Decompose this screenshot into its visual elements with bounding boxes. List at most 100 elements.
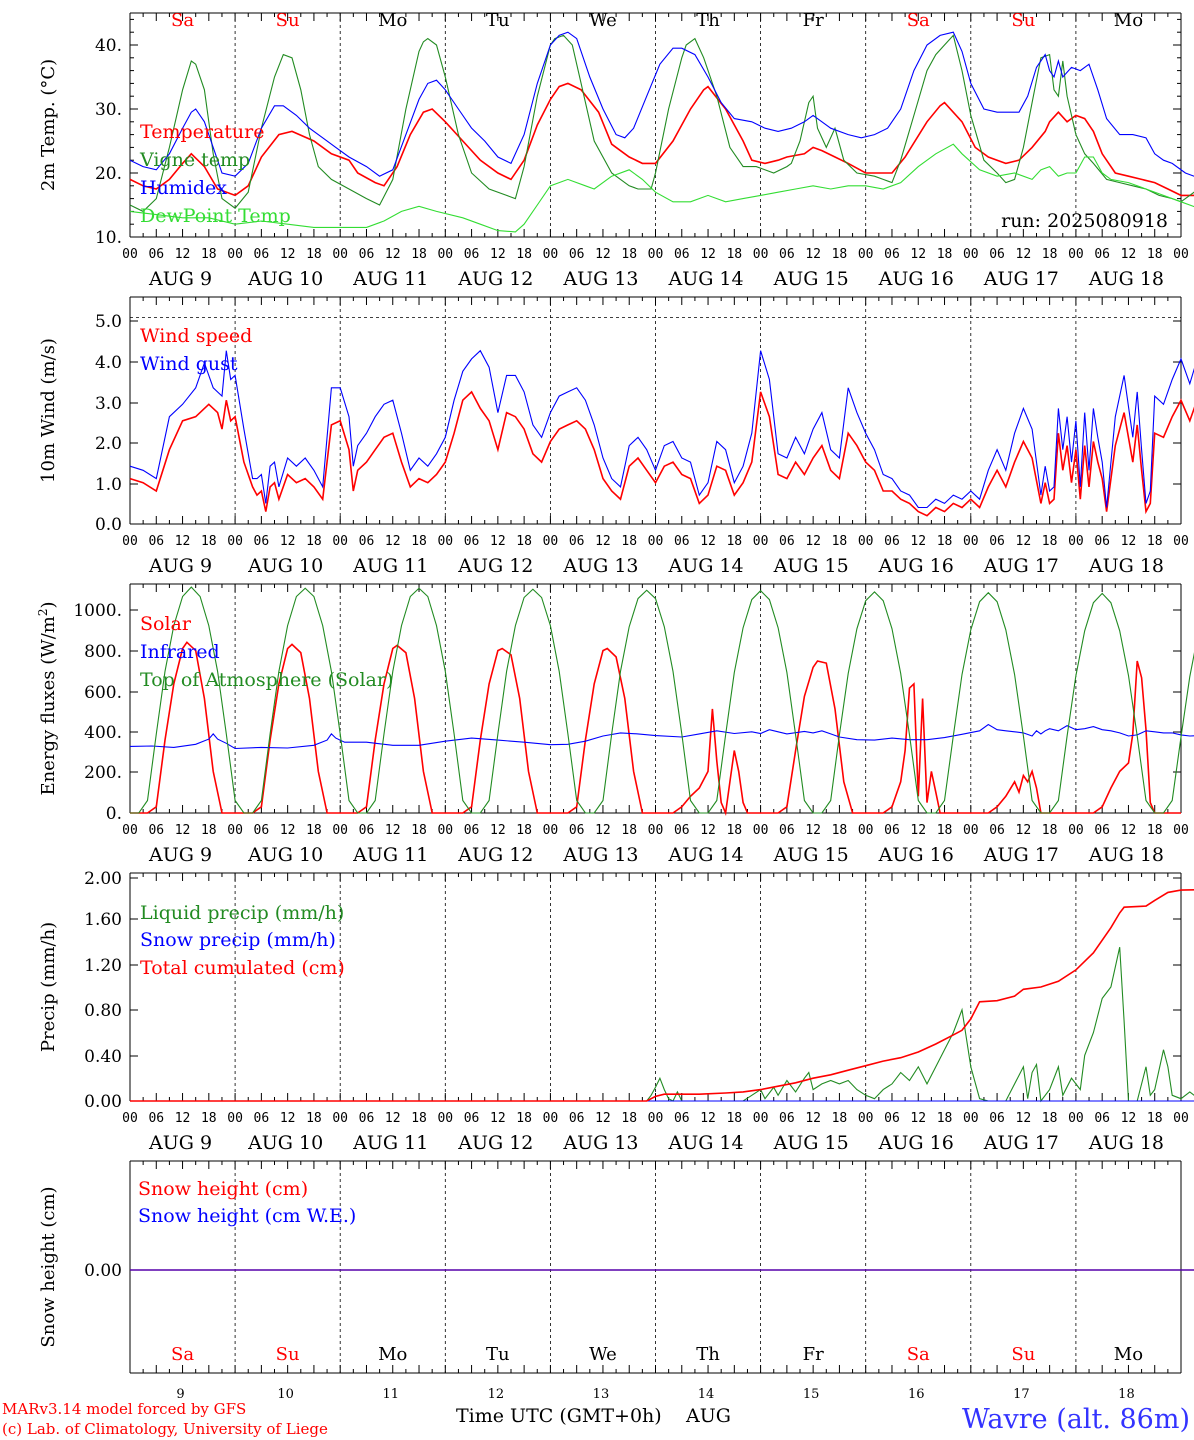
hour-tick-label: 12 xyxy=(490,534,506,549)
hour-tick-label: 18 xyxy=(201,247,217,262)
legend-entry: Snow height (cm) xyxy=(138,1178,308,1200)
hour-tick-label: 06 xyxy=(359,534,375,549)
hour-tick-label: 18 xyxy=(1042,1111,1058,1126)
hour-tick-label: 18 xyxy=(411,1111,427,1126)
series-vigne-temp xyxy=(129,34,1194,213)
weekday-label: Mo xyxy=(1114,10,1143,31)
hour-tick-label: 00 xyxy=(858,247,874,262)
day-label: AUG 10 xyxy=(247,555,323,577)
hour-tick-label: 00 xyxy=(122,1111,138,1126)
hour-tick-label: 18 xyxy=(1147,534,1163,549)
weekday-label: Su xyxy=(276,1344,300,1365)
weekday-label: Mo xyxy=(378,10,407,31)
hour-tick-label: 18 xyxy=(726,534,742,549)
hour-tick-label: 18 xyxy=(621,1111,637,1126)
y-tick-label: 0.0 xyxy=(95,515,122,535)
y-tick-label: 30. xyxy=(95,100,122,120)
hour-tick-label: 18 xyxy=(937,534,953,549)
hour-tick-label: 06 xyxy=(1094,1111,1110,1126)
series-wind-gust xyxy=(129,349,1194,509)
hour-tick-label: 06 xyxy=(569,247,585,262)
hour-tick-label: 18 xyxy=(516,823,532,838)
day-number-label: 17 xyxy=(1013,1387,1030,1402)
day-number-label: 15 xyxy=(803,1387,820,1402)
hour-tick-label: 06 xyxy=(254,534,270,549)
hour-tick-label: 12 xyxy=(280,1111,296,1126)
day-label: AUG 10 xyxy=(247,844,323,866)
hour-tick-label: 12 xyxy=(175,247,191,262)
hour-tick-label: 12 xyxy=(280,823,296,838)
y-tick-label: 0.80 xyxy=(84,1001,122,1021)
hour-tick-label: 12 xyxy=(490,247,506,262)
day-label: AUG 9 xyxy=(148,268,212,290)
day-label: AUG 9 xyxy=(148,844,212,866)
y-axis-label: 10m Wind (m/s) xyxy=(38,338,59,483)
legend-entry: Vigne temp xyxy=(139,149,250,171)
hour-tick-label: 18 xyxy=(306,247,322,262)
weekday-label: Th xyxy=(696,1344,720,1365)
y-tick-label: 1.20 xyxy=(84,956,122,976)
hour-tick-label: 06 xyxy=(464,247,480,262)
day-label: AUG 13 xyxy=(562,1132,638,1154)
hour-tick-label: 00 xyxy=(963,823,979,838)
day-label: AUG 11 xyxy=(352,844,428,866)
y-tick-label: 0.00 xyxy=(84,1261,122,1281)
hour-tick-label: 00 xyxy=(858,1111,874,1126)
weekday-label: Sa xyxy=(907,1344,930,1365)
day-label: AUG 13 xyxy=(562,844,638,866)
day-number-label: 12 xyxy=(488,1387,505,1402)
hour-tick-label: 12 xyxy=(385,823,401,838)
day-label: AUG 14 xyxy=(667,1132,743,1154)
series-liquid-precip-mm-h- xyxy=(130,946,1194,1103)
hour-tick-label: 12 xyxy=(700,1111,716,1126)
legend-entry: DewPoint Temp xyxy=(140,205,291,227)
hour-tick-label: 00 xyxy=(332,247,348,262)
hour-tick-label: 00 xyxy=(1068,1111,1084,1126)
hour-tick-label: 12 xyxy=(175,534,191,549)
hour-tick-label: 00 xyxy=(437,823,453,838)
hour-tick-label: 12 xyxy=(385,1111,401,1126)
legend-entry: Top of Atmosphere (Solar) xyxy=(140,669,393,691)
hour-tick-label: 12 xyxy=(1016,247,1032,262)
hour-tick-label: 18 xyxy=(1147,823,1163,838)
y-tick-label: 1000. xyxy=(73,601,122,621)
day-label: AUG 15 xyxy=(773,555,849,577)
y-tick-label: 3.0 xyxy=(95,394,122,414)
hour-tick-label: 00 xyxy=(753,823,769,838)
hour-tick-label: 18 xyxy=(411,823,427,838)
day-label: AUG 14 xyxy=(667,844,743,866)
hour-tick-label: 18 xyxy=(1042,823,1058,838)
legend-entry: Total cumulated (cm) xyxy=(140,957,345,979)
day-number-label: 14 xyxy=(698,1387,715,1402)
legend-entry: Solar xyxy=(140,613,192,635)
panel-2: 0.0 1.0 2.0 3.0 4.0 5.0 10m Wind (m/s) Wind spe… xyxy=(38,296,1194,577)
day-label: AUG 13 xyxy=(562,268,638,290)
day-label: AUG 15 xyxy=(773,1132,849,1154)
hour-tick-label: 18 xyxy=(516,534,532,549)
hour-tick-label: 00 xyxy=(122,534,138,549)
series-total-cumulated-cm- xyxy=(130,888,1194,1102)
series-solar xyxy=(130,641,1181,816)
hour-tick-label: 00 xyxy=(227,534,243,549)
hour-tick-label: 12 xyxy=(805,534,821,549)
hour-tick-label: 18 xyxy=(306,823,322,838)
y-tick-label: 1.0 xyxy=(95,475,122,495)
hour-tick-label: 06 xyxy=(569,1111,585,1126)
hour-tick-label: 00 xyxy=(227,1111,243,1126)
run-label: run: 2025080918 xyxy=(1001,210,1168,232)
day-number-label: 11 xyxy=(382,1387,399,1402)
x-axis-month: AUG xyxy=(685,1405,731,1427)
hour-tick-label: 12 xyxy=(700,247,716,262)
y-tick-label: 2.00 xyxy=(84,869,122,889)
hour-tick-label: 18 xyxy=(726,1111,742,1126)
day-number-label: 13 xyxy=(593,1387,610,1402)
y-tick-label: 1.60 xyxy=(84,910,122,930)
y-tick-label: 0. xyxy=(106,804,122,824)
hour-tick-label: 00 xyxy=(543,534,559,549)
hour-tick-label: 18 xyxy=(1147,247,1163,262)
day-label: AUG 9 xyxy=(148,1132,212,1154)
hour-tick-label: 12 xyxy=(280,534,296,549)
hour-tick-label: 18 xyxy=(201,534,217,549)
hour-tick-label: 06 xyxy=(674,823,690,838)
day-number-label: 10 xyxy=(277,1387,294,1402)
